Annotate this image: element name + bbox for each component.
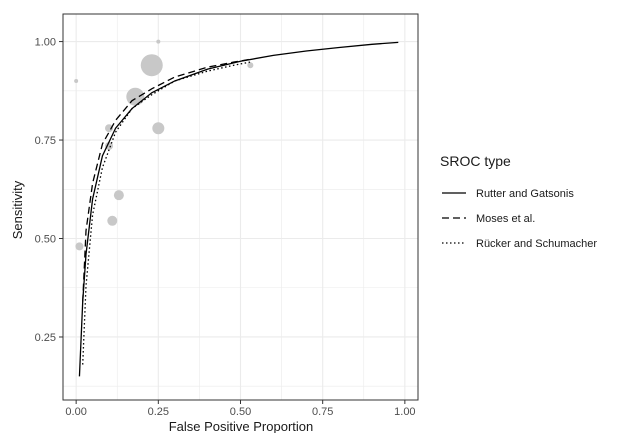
study-point [247, 62, 254, 69]
study-point [152, 122, 165, 135]
study-point [140, 54, 163, 77]
sroc-lines-layer [78, 41, 399, 377]
x-axis-ticks: 0.00 0.25 0.50 0.75 1.00 [65, 400, 416, 418]
x-tick-label: 0.75 [312, 406, 333, 418]
y-axis-title: Sensitivity [10, 180, 25, 239]
study-point [105, 141, 114, 150]
legend: SROC type Rutter and Gatsonis Moses et al… [440, 153, 597, 250]
legend-items: Rutter and Gatsonis Moses et al. Rücker an… [442, 188, 597, 250]
study-point [75, 242, 84, 251]
sroc-curve-dashed [82, 58, 251, 302]
y-tick-label: 0.50 [35, 234, 56, 246]
study-point [107, 215, 118, 226]
legend-label: Rutter and Gatsonis [476, 188, 574, 200]
study-point [74, 78, 79, 83]
legend-label: Moses et al. [476, 213, 535, 225]
grid-layer [63, 14, 418, 400]
study-points-layer [74, 39, 254, 251]
sroc-curve-solid [78, 41, 399, 377]
study-point [126, 87, 145, 106]
study-point [113, 190, 124, 201]
x-axis-title: False Positive Proportion [169, 419, 314, 433]
legend-title: SROC type [440, 153, 511, 169]
x-tick-label: 0.00 [65, 406, 86, 418]
y-tick-label: 0.25 [35, 332, 56, 344]
y-tick-label: 1.00 [35, 37, 56, 49]
x-tick-label: 1.00 [394, 406, 415, 418]
y-axis-ticks: 0.25 0.50 0.75 1.00 [35, 37, 63, 344]
study-point [105, 124, 114, 133]
legend-label: Rücker and Schumacher [476, 238, 597, 250]
y-tick-label: 0.75 [35, 135, 56, 147]
study-point [156, 39, 161, 44]
x-tick-label: 0.25 [148, 406, 169, 418]
sroc-curve-dotted [82, 61, 251, 365]
x-tick-label: 0.50 [230, 406, 251, 418]
